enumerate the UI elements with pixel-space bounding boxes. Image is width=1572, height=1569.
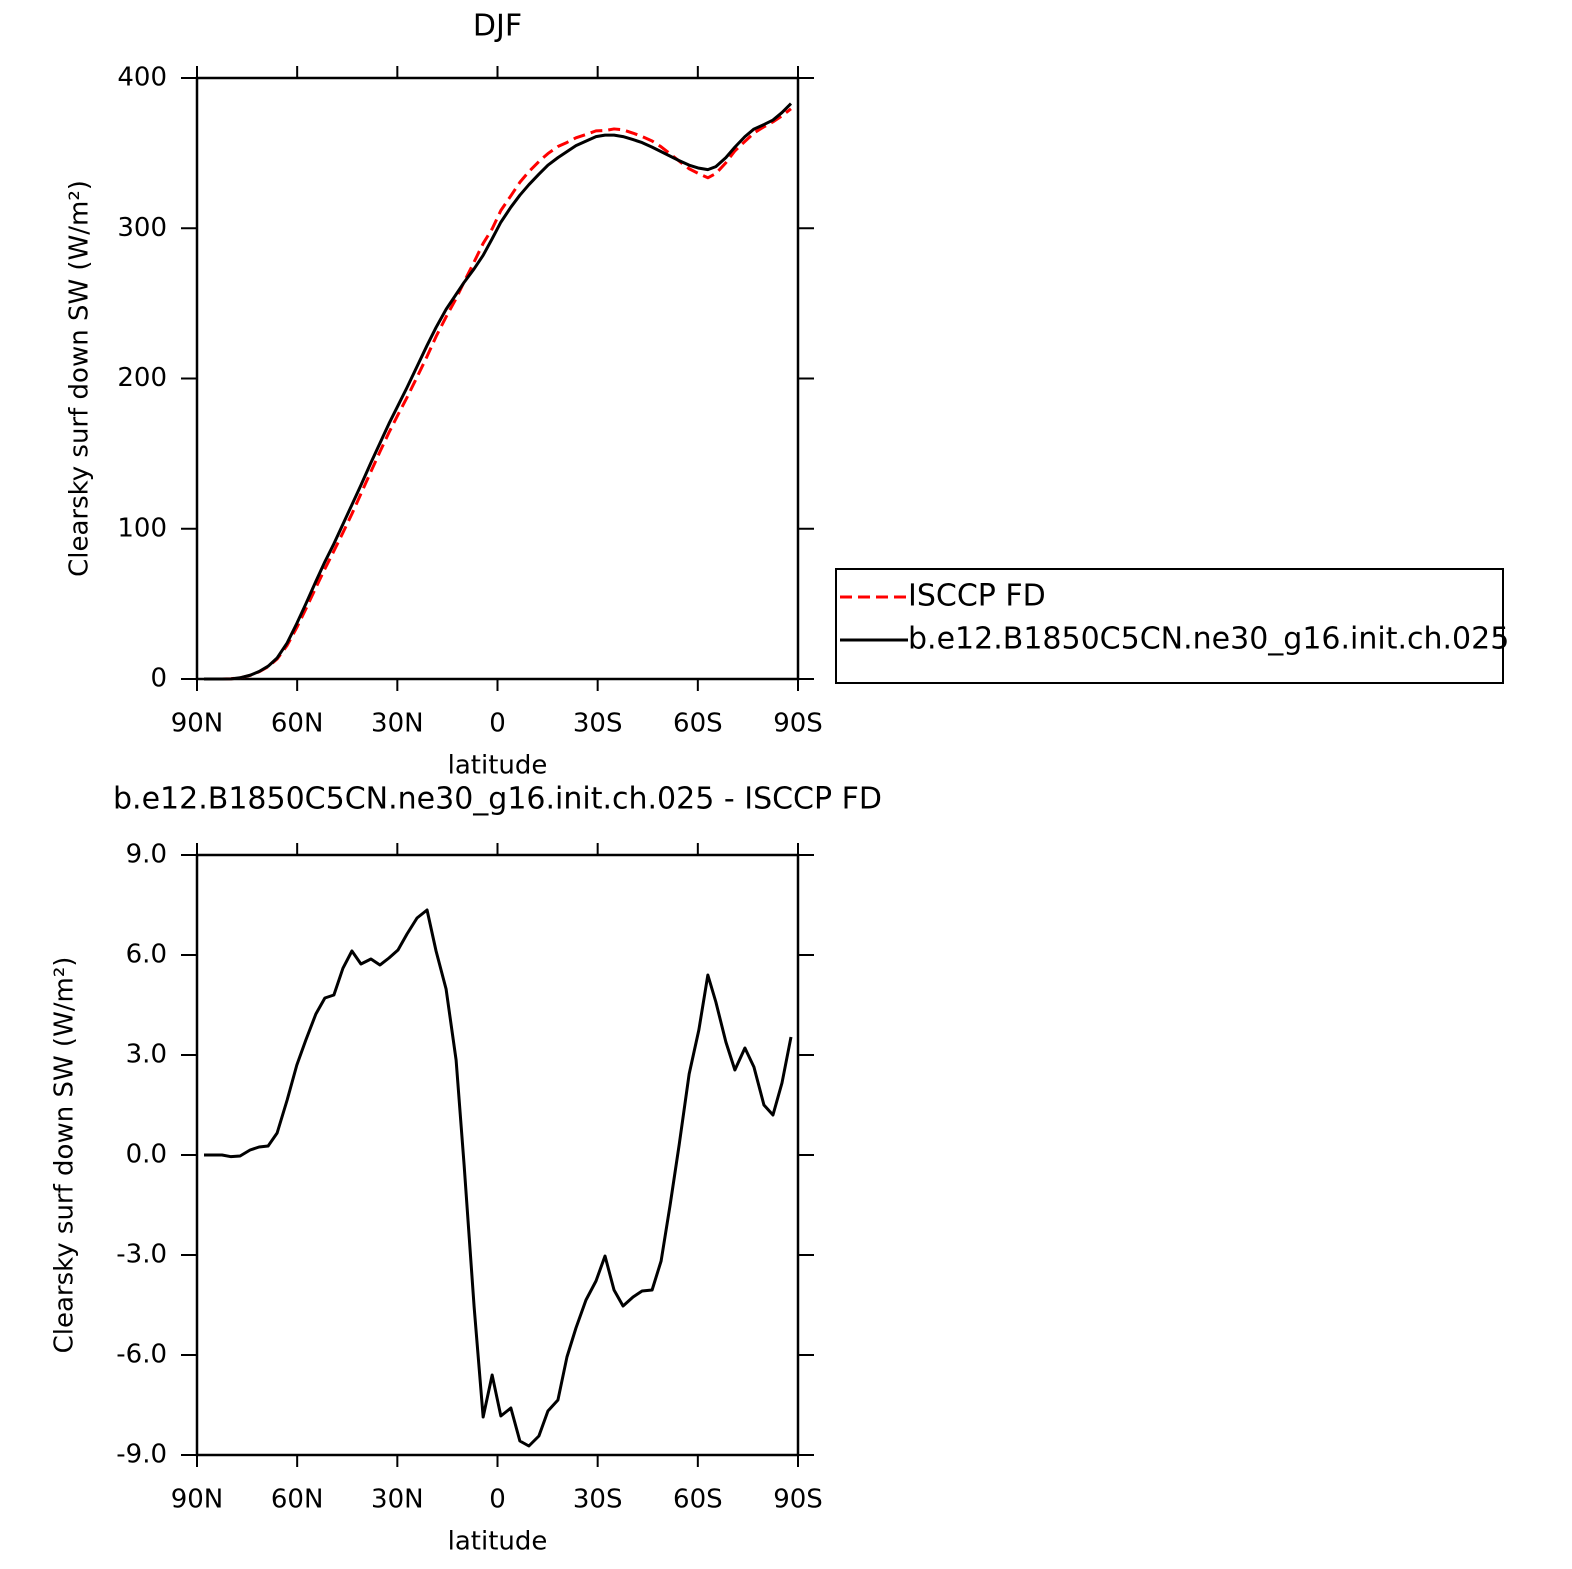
y-tick-label: -3.0 xyxy=(116,1240,167,1270)
plot-frame xyxy=(195,76,800,681)
y-tick-label: 400 xyxy=(117,63,167,93)
y-tick-label: 0 xyxy=(150,664,167,694)
plot-frame xyxy=(195,853,800,1457)
data-line xyxy=(204,107,792,681)
x-tick-label: 60S xyxy=(673,709,723,739)
chart-title: b.e12.B1850C5CN.ne30_g16.init.ch.025 - I… xyxy=(113,782,882,817)
legend-label: b.e12.B1850C5CN.ne30_g16.init.ch.025 xyxy=(908,622,1509,657)
chart-title: DJF xyxy=(473,9,522,44)
x-axis-label: latitude xyxy=(448,751,548,781)
y-tick-label: -6.0 xyxy=(116,1340,167,1370)
y-tick-label: 0.0 xyxy=(126,1140,167,1170)
x-tick-label: 0 xyxy=(489,709,506,739)
y-tick-label: 9.0 xyxy=(126,840,167,870)
x-tick-label: 90S xyxy=(773,1485,823,1515)
y-tick-label: 100 xyxy=(117,513,167,543)
y-tick-label: 200 xyxy=(117,363,167,393)
x-tick-label: 30S xyxy=(573,1485,623,1515)
y-tick-label: 300 xyxy=(117,213,167,243)
x-tick-label: 30S xyxy=(573,709,623,739)
x-tick-label: 60N xyxy=(271,709,324,739)
x-tick-label: 90N xyxy=(171,709,224,739)
data-line xyxy=(204,908,793,1448)
x-tick-label: 60N xyxy=(271,1485,324,1515)
y-axis-label: Clearsky surf down SW (W/m²) xyxy=(65,180,95,577)
legend-label: ISCCP FD xyxy=(908,579,1046,614)
legend-box xyxy=(835,568,1504,684)
x-tick-label: 60S xyxy=(673,1485,723,1515)
x-tick-label: 90S xyxy=(773,709,823,739)
data-line xyxy=(204,102,793,681)
x-tick-label: 0 xyxy=(489,1485,506,1515)
x-tick-label: 30N xyxy=(371,1485,424,1515)
x-tick-label: 30N xyxy=(371,709,424,739)
x-axis-label: latitude xyxy=(448,1527,548,1557)
y-axis-label: Clearsky surf down SW (W/m²) xyxy=(50,957,80,1354)
y-tick-label: 3.0 xyxy=(126,1040,167,1070)
y-tick-label: 6.0 xyxy=(126,940,167,970)
x-tick-label: 90N xyxy=(171,1485,224,1515)
y-tick-label: -9.0 xyxy=(116,1440,167,1470)
